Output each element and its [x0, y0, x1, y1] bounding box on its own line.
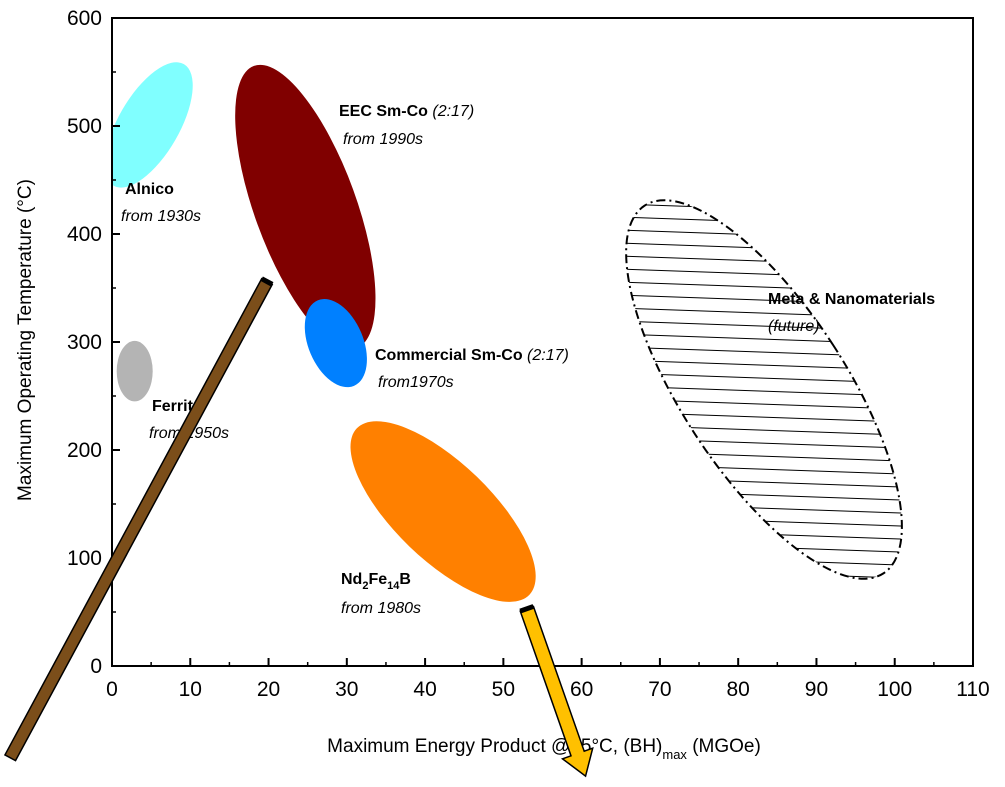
region-eec-sm-co [235, 64, 376, 350]
x-tick-label: 90 [805, 678, 828, 701]
x-axis-label-sub: max [662, 747, 687, 762]
label-commercial-smco: Commercial Sm-Co (2:17) [375, 347, 569, 364]
arrow-layer [3, 276, 594, 778]
yellow-arrow [519, 605, 594, 778]
x-tick-label: 0 [106, 678, 118, 701]
era-meta-nano: (future) [768, 318, 820, 335]
tick-layer: 0 10 20 30 40 50 60 70 80 90 100 110 0 100 200 300 400 50… [67, 7, 990, 701]
x-tick-label: 40 [413, 678, 436, 701]
y-tick-label: 0 [90, 655, 102, 678]
y-tick-label: 500 [67, 115, 102, 138]
label-meta-nano: Meta & Nanomaterials [768, 291, 935, 308]
label-ferrite: Ferrite [152, 398, 202, 415]
x-axis-label-unit: (MGOe) [687, 736, 761, 757]
label-eec-smco-name: EEC Sm-Co [339, 103, 428, 120]
label-eec-smco-spec: (2:17) [432, 103, 474, 120]
brown-arrow-cap [260, 276, 274, 287]
era-alnico: from 1930s [121, 208, 201, 225]
y-tick-label: 300 [67, 331, 102, 354]
y-tick-label: 100 [67, 547, 102, 570]
y-tick-label: 400 [67, 223, 102, 246]
region-nd2fe14b [350, 421, 536, 602]
x-tick-label: 80 [727, 678, 750, 701]
x-tick-label: 110 [956, 678, 989, 701]
y-tick-label: 200 [67, 439, 102, 462]
y-tick-label: 600 [67, 7, 102, 30]
era-eec-smco: from 1990s [343, 131, 423, 148]
label-commercial-smco-name: Commercial Sm-Co [375, 347, 523, 364]
x-tick-label: 20 [257, 678, 280, 701]
region-layer [112, 62, 903, 602]
label-alnico: Alnico [125, 181, 174, 198]
label-ndfeb: Nd2Fe14B [341, 571, 411, 592]
region-meta-nanomaterials [625, 199, 903, 580]
x-tick-label: 60 [570, 678, 593, 701]
x-tick-label: 30 [335, 678, 358, 701]
region-labels: Alnico from 1930s EEC Sm-Co (2:17) from … [121, 103, 935, 617]
x-tick-label: 100 [877, 678, 912, 701]
era-ndfeb: from 1980s [341, 600, 421, 617]
y-axis-label: Maximum Operating Temperature (°C) [15, 179, 36, 501]
label-eec-smco: EEC Sm-Co (2:17) [339, 103, 474, 120]
x-axis-label: Maximum Energy Product @25°C, (BH)max (M… [327, 736, 761, 762]
region-commercial-sm-co [304, 299, 367, 388]
x-tick-label: 50 [492, 678, 515, 701]
region-ferrite [116, 340, 153, 402]
x-tick-label: 10 [179, 678, 202, 701]
x-tick-label: 70 [648, 678, 671, 701]
era-commercial-smco: from1970s [378, 374, 454, 391]
label-commercial-smco-spec: (2:17) [527, 347, 569, 364]
x-axis-label-main: Maximum Energy Product @25°C, (BH) [327, 736, 662, 757]
yellow-arrow-cap [519, 604, 535, 614]
region-alnico [112, 62, 193, 188]
